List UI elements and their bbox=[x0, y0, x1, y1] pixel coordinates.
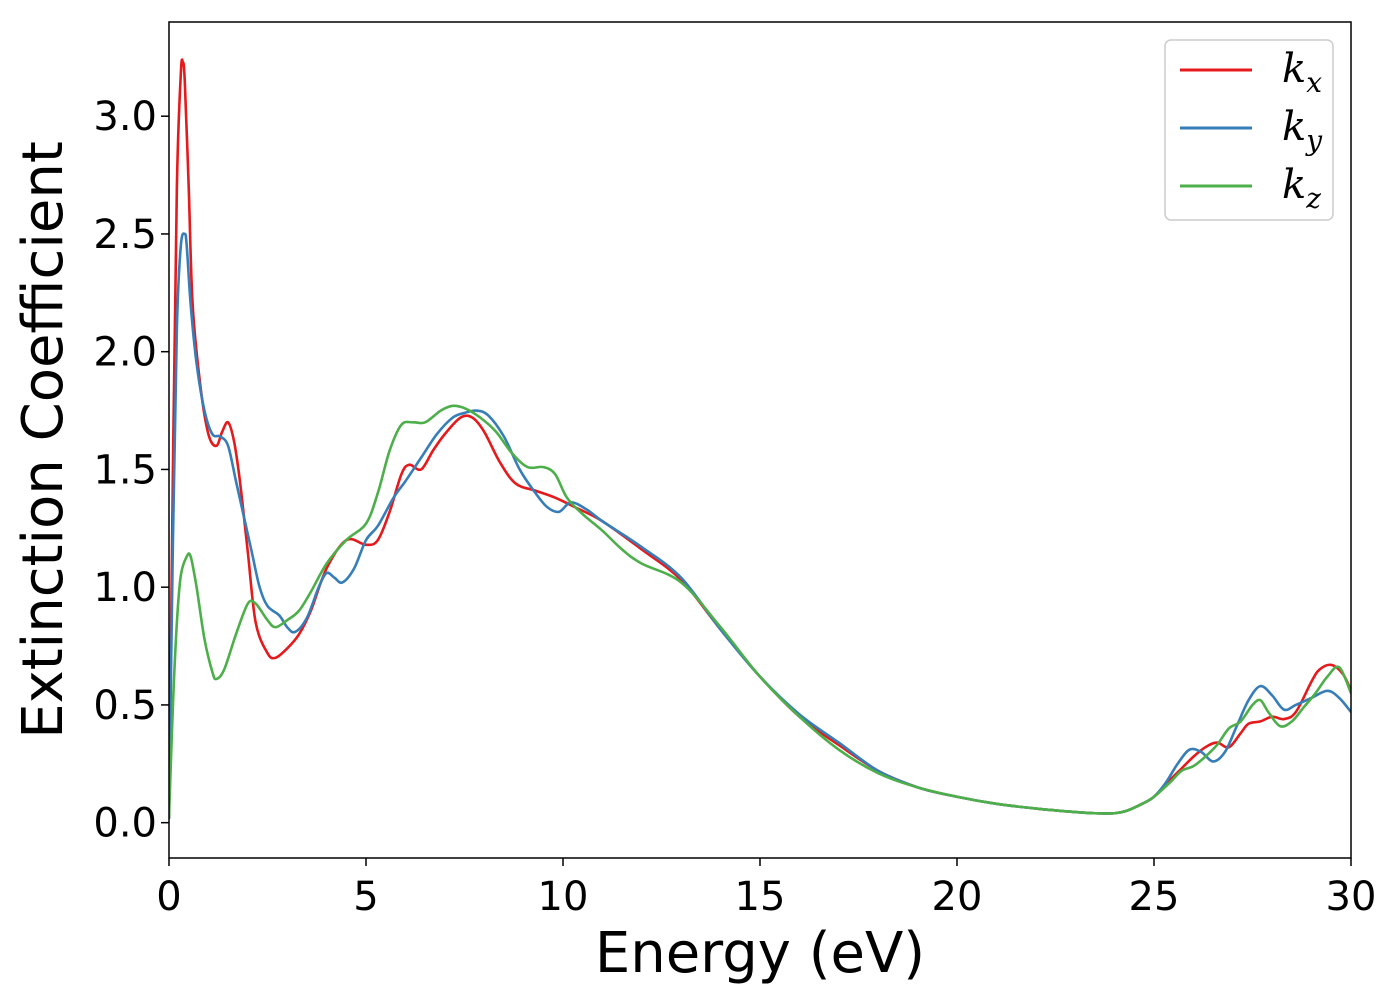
series-layer bbox=[169, 58, 1351, 820]
series-line-ky bbox=[169, 232, 1351, 820]
legend-label-kz: kz bbox=[1282, 162, 1321, 215]
x-tick-label: 25 bbox=[1129, 874, 1180, 920]
series-line-kx bbox=[169, 58, 1351, 820]
x-tick-label: 15 bbox=[735, 874, 786, 920]
y-tick-label: 0.0 bbox=[93, 801, 157, 847]
y-tick-label: 3.0 bbox=[93, 94, 157, 140]
y-axis: 0.0 0.5 1.0 1.5 2.0 2.5 3.0 bbox=[93, 94, 169, 847]
x-tick-label: 0 bbox=[156, 874, 181, 920]
y-axis-label: Extinction Coefficient bbox=[11, 141, 76, 739]
y-tick-label: 1.0 bbox=[93, 565, 157, 611]
x-tick-label: 20 bbox=[932, 874, 983, 920]
x-axis: 0 5 10 15 20 25 30 bbox=[156, 858, 1376, 920]
y-tick-label: 2.5 bbox=[93, 212, 157, 258]
y-tick-label: 2.0 bbox=[93, 330, 157, 376]
x-tick-label: 5 bbox=[353, 874, 378, 920]
y-tick-label: 1.5 bbox=[93, 447, 157, 493]
y-tick-label: 0.5 bbox=[93, 683, 157, 729]
x-tick-label: 10 bbox=[538, 874, 589, 920]
x-tick-label: 30 bbox=[1326, 874, 1377, 920]
x-axis-label: Energy (eV) bbox=[595, 921, 925, 986]
legend-box bbox=[1164, 39, 1334, 221]
series-line-kz bbox=[169, 404, 1351, 820]
